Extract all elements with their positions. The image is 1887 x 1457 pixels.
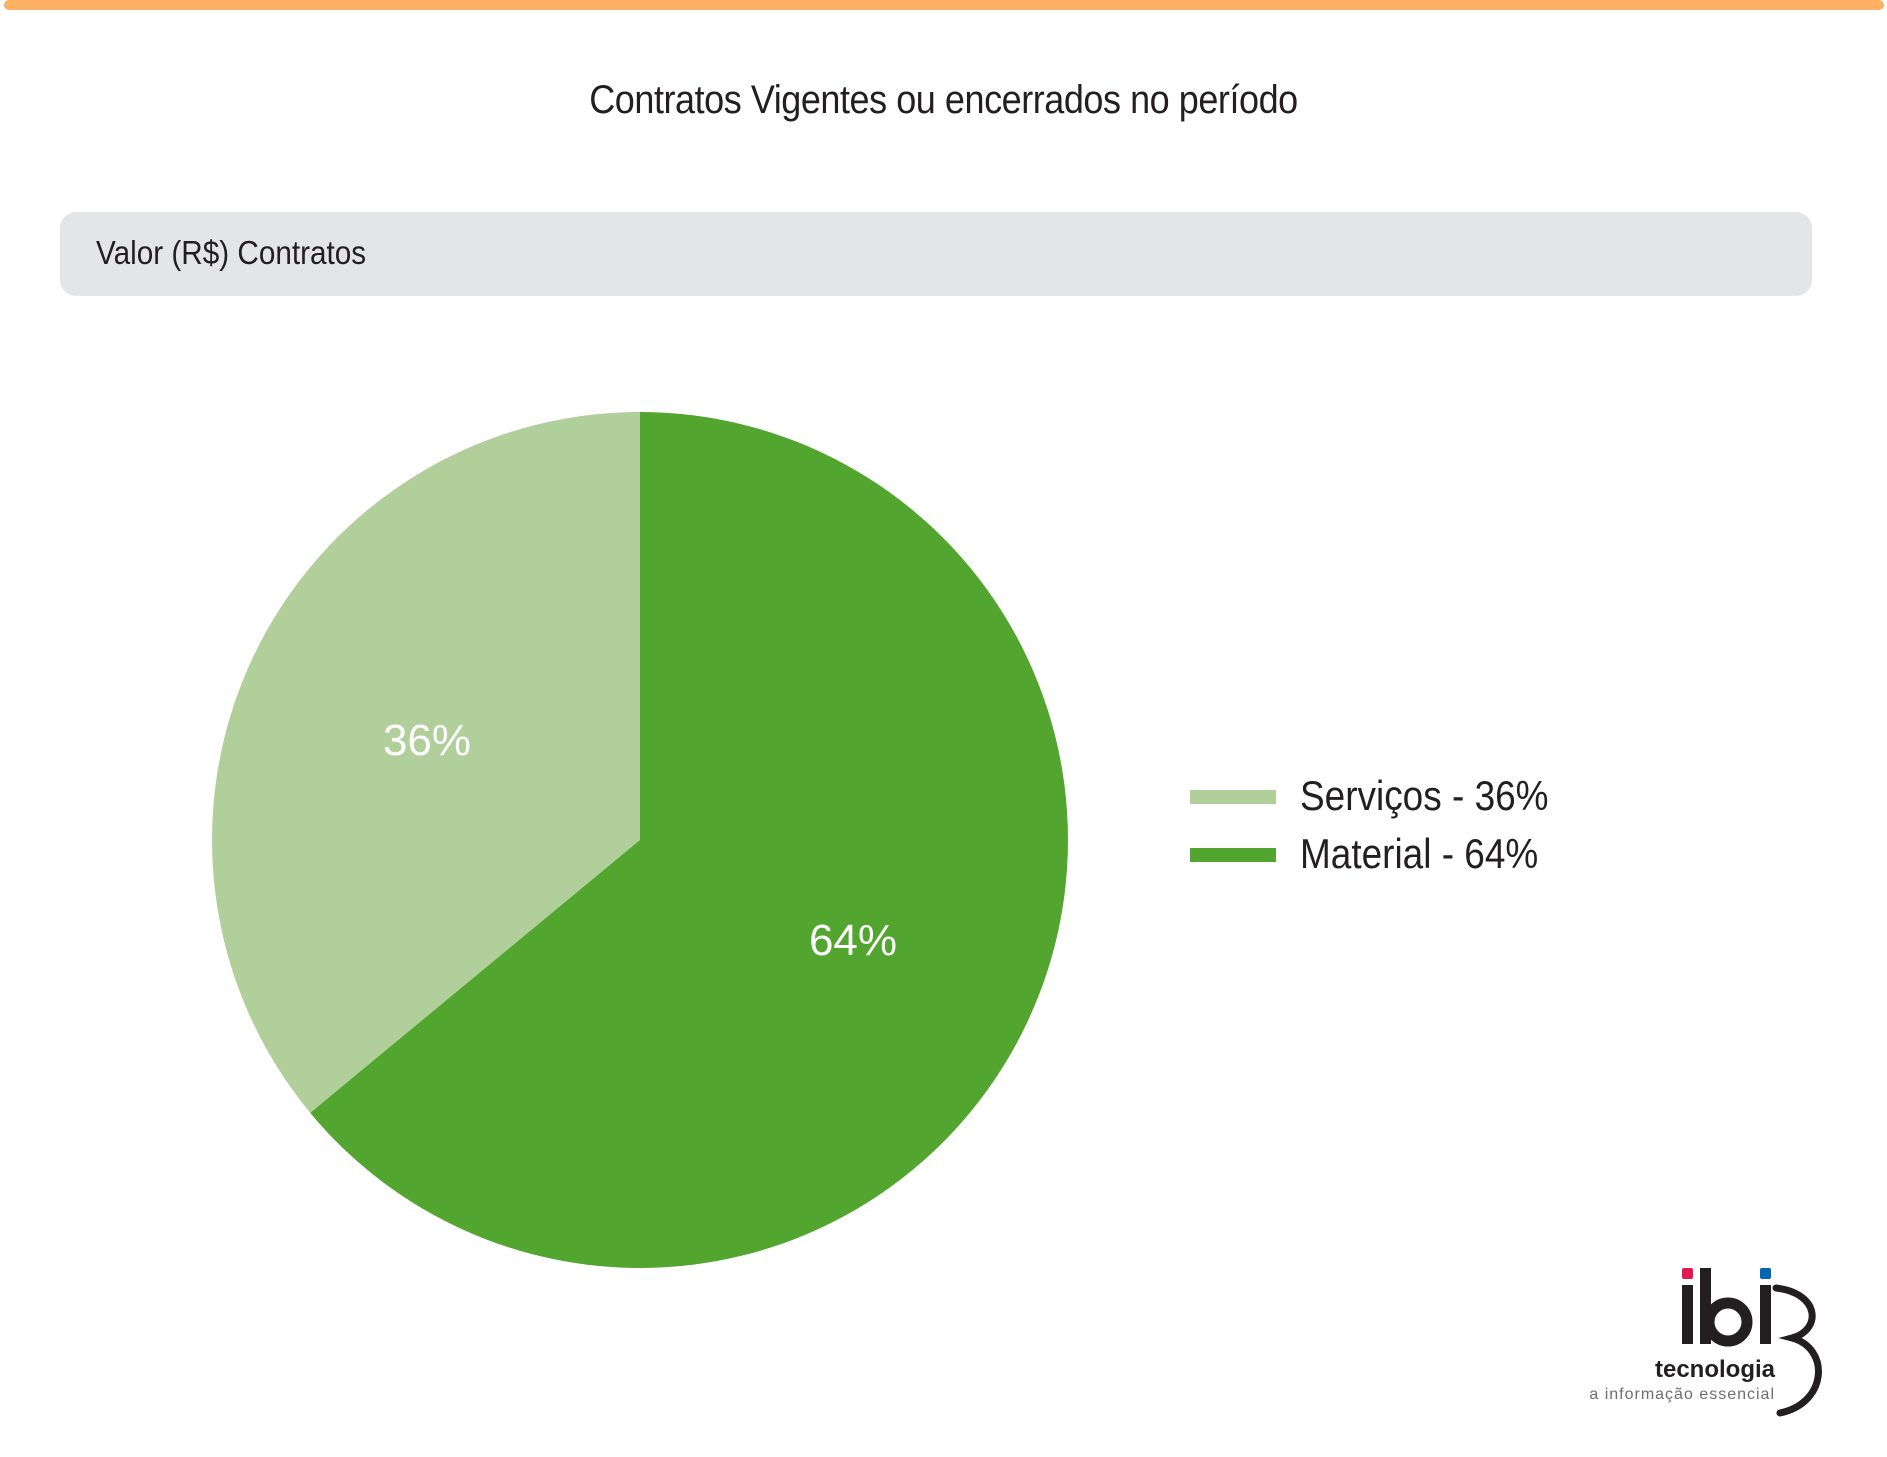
legend-swatch-servicos: [1190, 790, 1276, 804]
accent-rule: [4, 0, 1884, 10]
pie-slices: [211, 412, 1068, 1268]
logo-subtitle: tecnologia: [1654, 1356, 1775, 1383]
section-label: Valor (R$) Contratos: [96, 234, 367, 271]
section-header: Valor (R$) Contratos: [60, 212, 1812, 296]
ibi-logo: tecnologia a informação essencial: [1589, 1268, 1840, 1418]
pie-slice-labels: 36% 64%: [383, 716, 897, 965]
pie-slice-material: [310, 412, 1068, 1268]
legend-swatch-material: [1190, 848, 1276, 862]
logo-tagline: a informação essencial: [1589, 1386, 1775, 1403]
page-title: Contratos Vigentes ou encerrados no perí…: [589, 78, 1298, 122]
pie-label-servios: 36%: [383, 716, 471, 765]
pie-label-material: 64%: [809, 916, 897, 965]
legend-label-servicos: Serviços - 36%: [1300, 772, 1549, 819]
pie-slice-servios: [211, 412, 640, 1113]
legend-label-material: Material - 64%: [1300, 830, 1539, 877]
ibi-logo-mark: [1682, 1268, 1822, 1417]
